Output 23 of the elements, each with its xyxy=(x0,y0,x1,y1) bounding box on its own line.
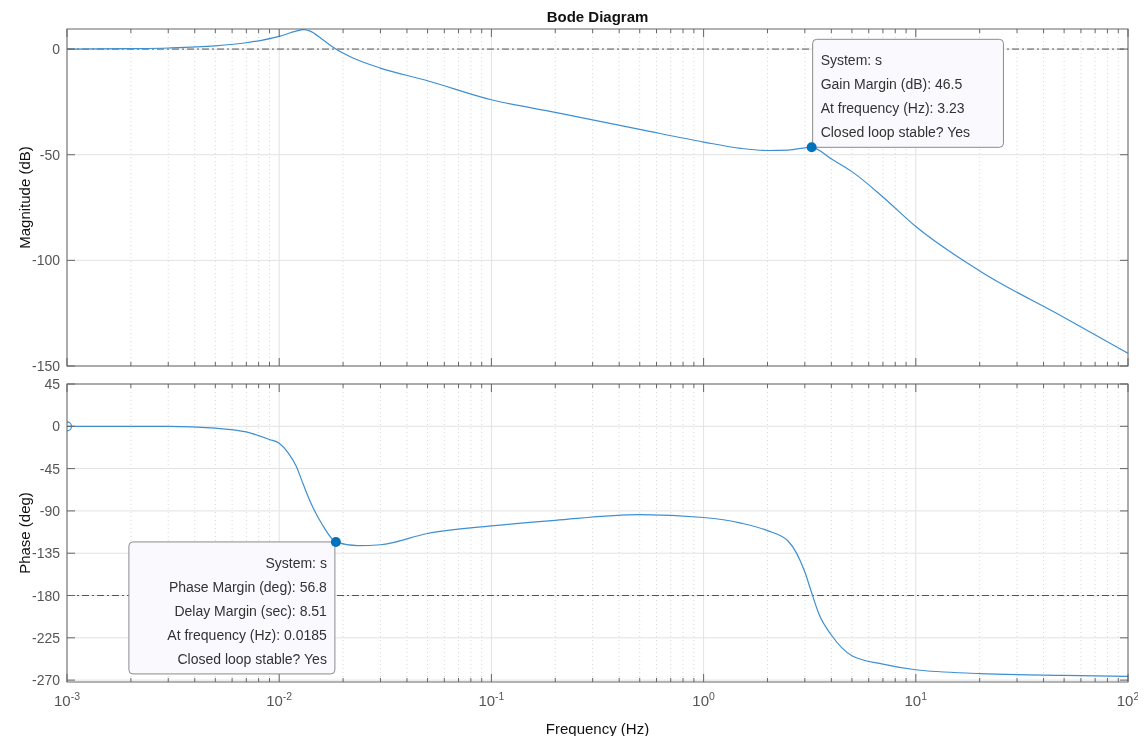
y-tick-label: -90 xyxy=(39,502,61,519)
y-tick-label: 45 xyxy=(44,376,61,392)
y-axis-title: Phase (deg) xyxy=(16,492,33,574)
y-tick-label: -45 xyxy=(39,460,61,477)
x-tick-label: 10$^{1}$ xyxy=(904,690,928,709)
y-axis-title: Magnitude (dB) xyxy=(16,146,33,249)
x-tick-label: 10$^{0}$ xyxy=(692,690,716,709)
annotation: System: s Gain Margin (dB): 46.5 At frequency (Hz): 3.23 Closed loop stable? Yes xyxy=(820,52,971,141)
x-tick-label: 10$^{2}$ xyxy=(1116,690,1140,709)
chart-title: Bode Diagram xyxy=(546,8,649,25)
annotation: System: s Phase Margin (deg): 56.8 Delay Margin (sec): 8.51 At frequency (Hz): 0.0185 Closed loop stable? Yes xyxy=(167,554,328,667)
y-tick-label: -270 xyxy=(31,672,61,689)
y-tick-label: -100 xyxy=(31,252,61,269)
y-tick-label: 0 xyxy=(52,41,61,58)
y-tick-label: -225 xyxy=(31,629,61,646)
y-tick-label: -135 xyxy=(31,545,61,562)
y-tick-label: -50 xyxy=(39,146,61,163)
y-tick-label: 0 xyxy=(52,418,61,435)
x-tick-label: 10$^{-3}$ xyxy=(53,690,81,709)
y-tick-label: -180 xyxy=(31,587,61,604)
y-tick-label: -150 xyxy=(31,358,61,374)
x-tick-label: 10$^{-1}$ xyxy=(478,690,505,709)
x-tick-label: 10$^{-2}$ xyxy=(266,690,293,709)
